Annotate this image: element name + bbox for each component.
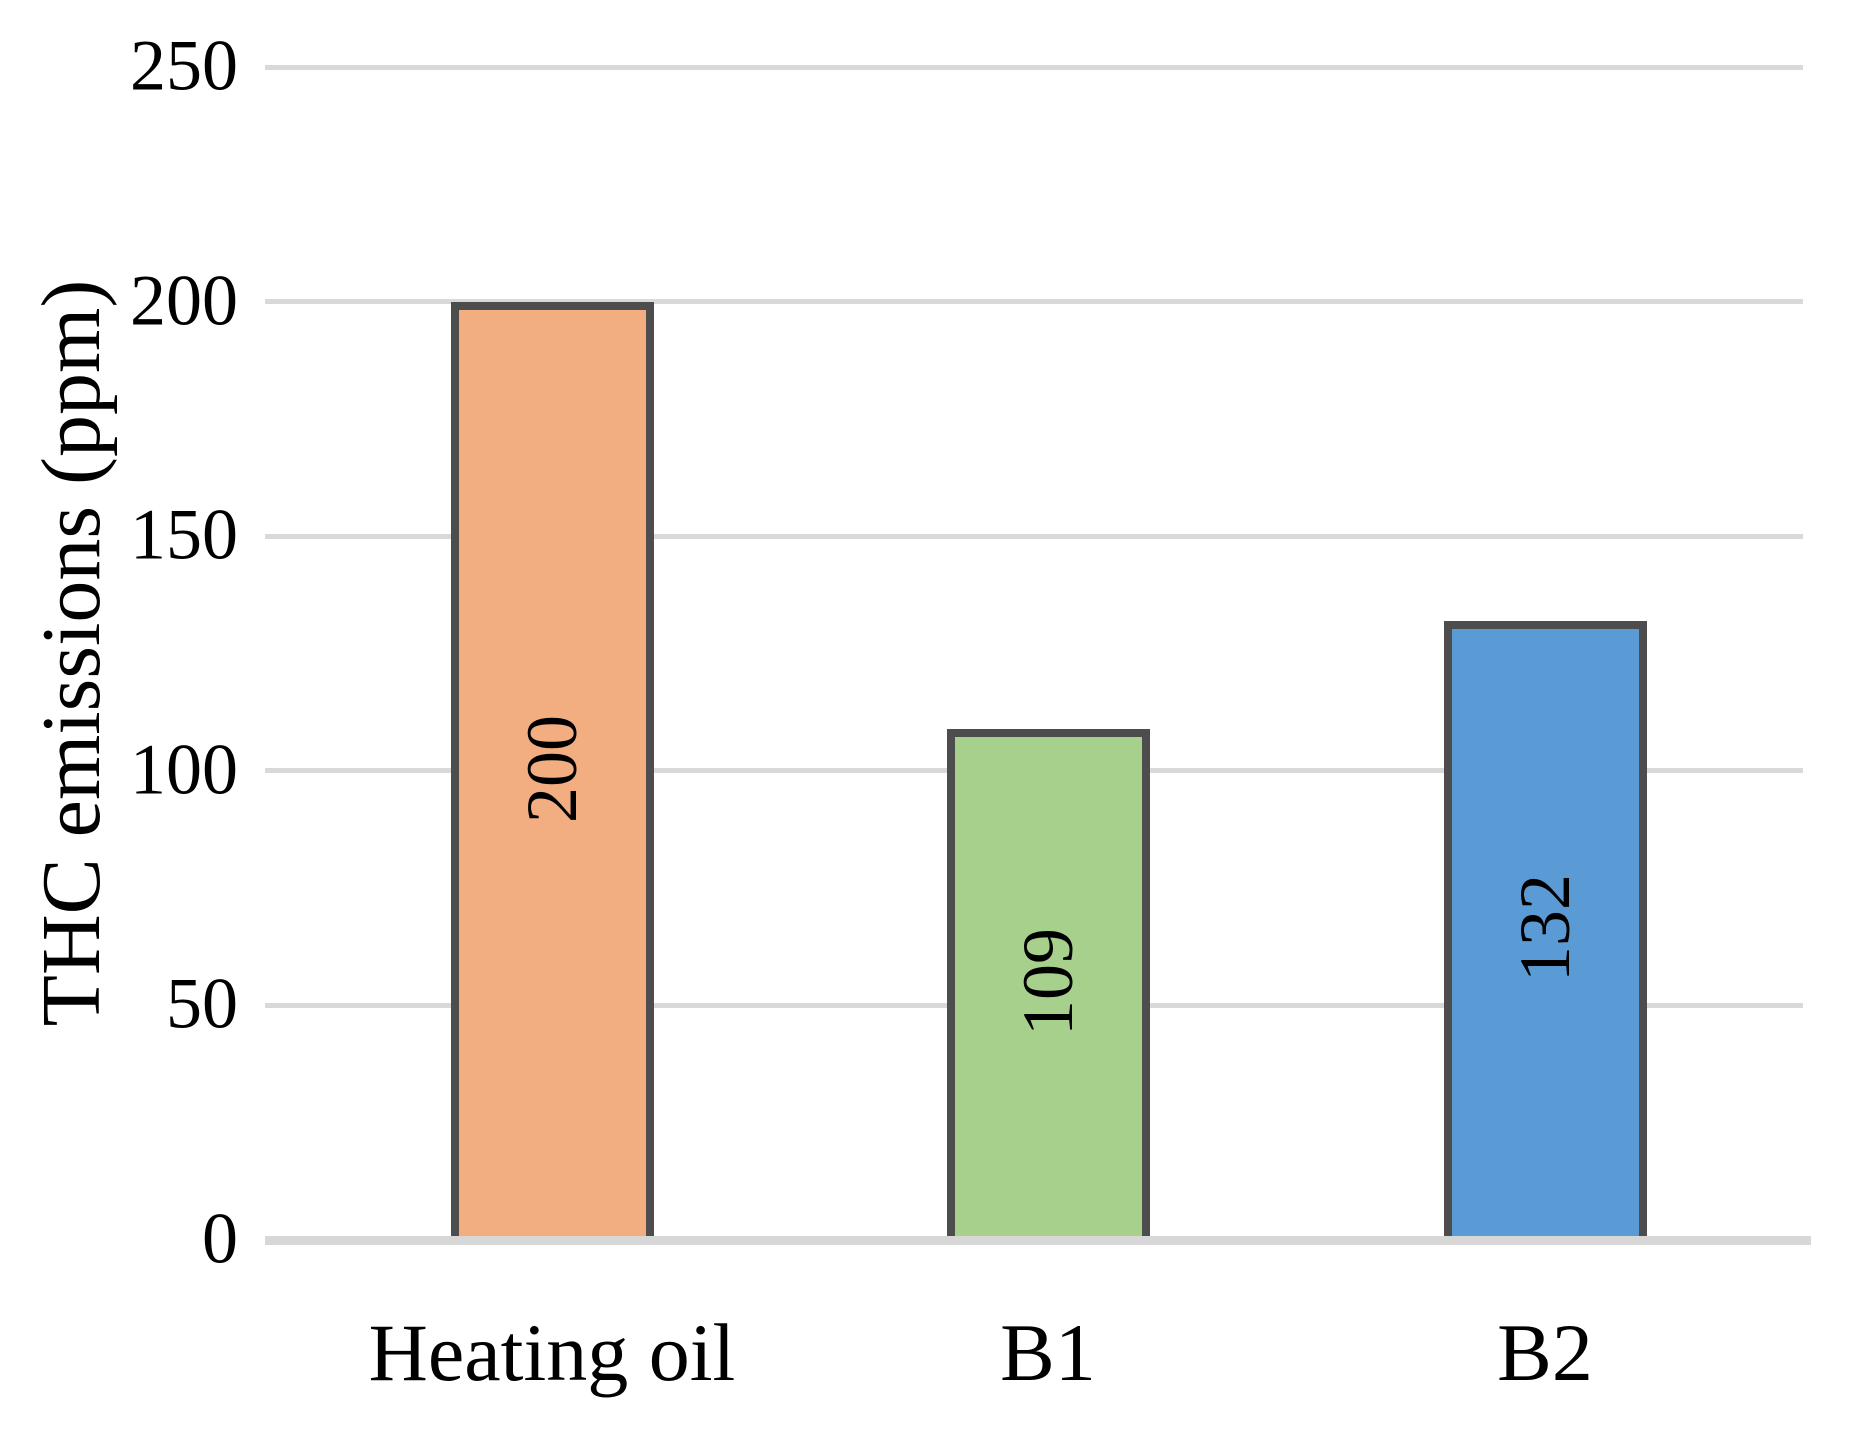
bar-value-label-heating-oil: 200 xyxy=(512,714,592,823)
bar-b2 xyxy=(1443,620,1647,1238)
bar-heating-oil xyxy=(450,301,654,1238)
x-category-label-b2: B2 xyxy=(1497,1307,1593,1398)
gridline-250 xyxy=(265,64,1803,70)
y-tick-label-200: 200 xyxy=(130,260,238,341)
y-tick-label-100: 100 xyxy=(130,729,238,810)
x-category-label-b1: B1 xyxy=(1000,1307,1096,1398)
gridline-200 xyxy=(265,299,1803,305)
y-tick-label-150: 150 xyxy=(130,494,238,575)
bar-b1 xyxy=(946,728,1150,1238)
bar-value-label-b2: 132 xyxy=(1505,874,1585,983)
x-category-label-heating-oil: Heating oil xyxy=(368,1307,736,1398)
y-tick-label-50: 50 xyxy=(166,963,238,1044)
y-tick-label-0: 0 xyxy=(202,1198,238,1279)
bar-value-label-b1: 109 xyxy=(1008,928,1088,1037)
x-axis-line xyxy=(265,1236,1811,1245)
y-tick-label-250: 250 xyxy=(130,25,238,106)
y-axis-title: THC emissions (ppm) xyxy=(25,279,118,1027)
gridline-150 xyxy=(265,533,1803,539)
